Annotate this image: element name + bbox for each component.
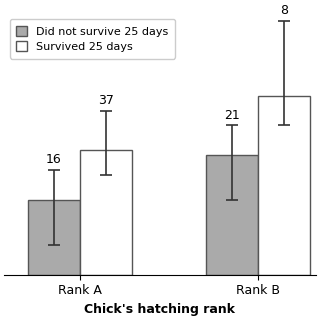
Text: 16: 16 — [46, 154, 61, 166]
Text: 21: 21 — [224, 109, 240, 122]
X-axis label: Chick's hatching rank: Chick's hatching rank — [84, 303, 236, 316]
Bar — [80, 150, 132, 275]
Text: 37: 37 — [98, 94, 114, 107]
Legend: Did not survive 25 days, Survived 25 days: Did not survive 25 days, Survived 25 day… — [10, 19, 175, 59]
Bar — [258, 96, 310, 275]
Text: 8: 8 — [280, 4, 288, 17]
Bar — [206, 155, 258, 275]
Bar — [28, 200, 80, 275]
